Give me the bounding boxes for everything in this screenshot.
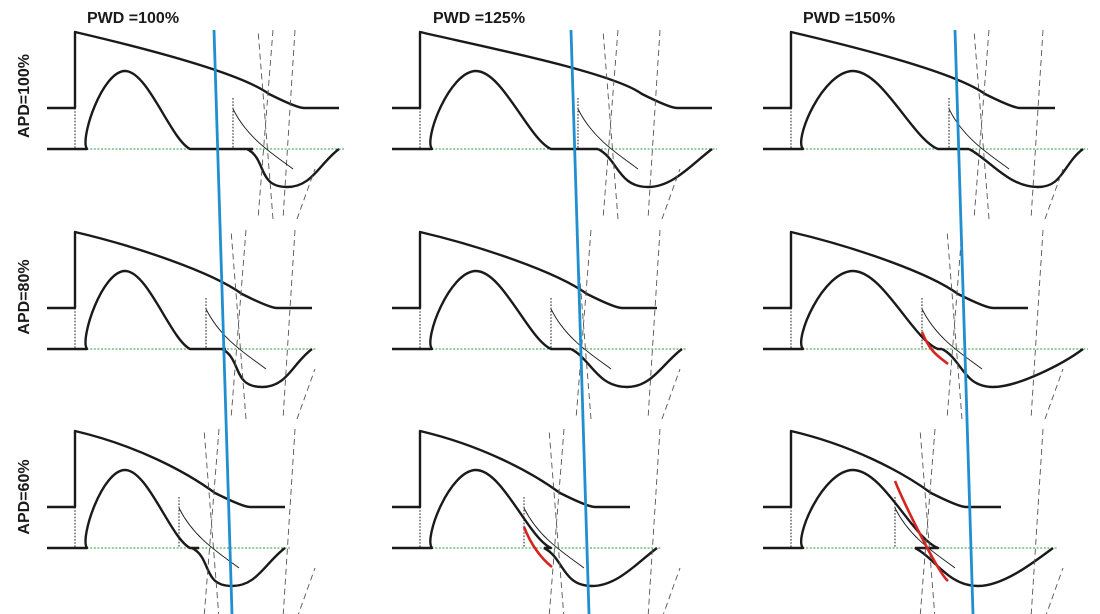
dashed-sweep-2 bbox=[647, 29, 681, 220]
ecg-trace bbox=[914, 546, 1054, 588]
ecg-trace bbox=[246, 147, 340, 189]
action-potential-trace bbox=[763, 230, 1028, 310]
dashed-sweep-2 bbox=[282, 428, 316, 614]
dashed-sweep-2 bbox=[282, 29, 316, 220]
column-label-pwd-150: PWD =150% bbox=[803, 10, 895, 27]
ecg-trace bbox=[221, 347, 313, 389]
action-potential-trace bbox=[763, 429, 1001, 509]
dashed-sweep-1 bbox=[919, 428, 936, 614]
timing-line-col-3 bbox=[953, 29, 975, 614]
timing-lines bbox=[212, 29, 975, 614]
panel-r1-c2 bbox=[392, 29, 717, 220]
dashed-sweep-2 bbox=[1030, 428, 1064, 614]
dashed-sweep-2 bbox=[647, 428, 681, 614]
action-potential-trace bbox=[47, 30, 339, 110]
highlight-segment bbox=[522, 526, 553, 569]
timing-line-col-1 bbox=[212, 29, 234, 614]
panel-grid bbox=[47, 29, 1088, 614]
panel-r2-c1 bbox=[47, 229, 317, 420]
ecg-trace bbox=[543, 546, 658, 588]
row-label-apd-100: APD=100% bbox=[16, 54, 33, 138]
thin-connector bbox=[948, 108, 1010, 170]
timing-line-col-2 bbox=[569, 29, 591, 614]
dashed-sweep-2 bbox=[282, 229, 316, 420]
panel-r1-c1 bbox=[47, 29, 344, 220]
calcium-transient-trace bbox=[47, 269, 226, 351]
calcium-transient-trace bbox=[47, 468, 199, 550]
row-label-apd-60: APD=60% bbox=[16, 459, 33, 534]
dashed-sweep-2 bbox=[1030, 229, 1064, 420]
action-potential-trace bbox=[47, 230, 312, 310]
action-potential-trace bbox=[47, 429, 285, 509]
column-label-pwd-125: PWD =125% bbox=[433, 10, 525, 27]
thin-connector bbox=[577, 108, 639, 170]
dashed-sweep-1 bbox=[257, 29, 274, 220]
calcium-transient-trace bbox=[392, 69, 598, 151]
calcium-transient-trace bbox=[392, 269, 571, 351]
calcium-transient-trace bbox=[763, 468, 940, 550]
ecg-trace bbox=[968, 147, 1084, 189]
thin-connector bbox=[523, 507, 585, 569]
panel-r3-c2 bbox=[392, 428, 681, 614]
ecg-trace bbox=[597, 147, 713, 189]
calcium-transient-trace bbox=[392, 468, 553, 550]
thin-connector bbox=[921, 308, 983, 370]
thin-connector bbox=[205, 308, 267, 370]
panel-r2-c3 bbox=[763, 229, 1088, 420]
action-potential-trace bbox=[392, 230, 657, 310]
action-potential-trace bbox=[763, 30, 1055, 110]
highlight-segment bbox=[893, 480, 949, 583]
thin-connector bbox=[894, 507, 956, 569]
dashed-sweep-1 bbox=[230, 229, 247, 420]
row-label-apd-80: APD=80% bbox=[16, 259, 33, 334]
panel-r2-c2 bbox=[392, 229, 687, 420]
calcium-transient-trace bbox=[47, 69, 253, 151]
calcium-transient-trace bbox=[763, 269, 942, 351]
dashed-sweep-1 bbox=[946, 229, 963, 420]
dashed-sweep-2 bbox=[647, 229, 681, 420]
panel-r3-c3 bbox=[763, 428, 1064, 614]
ecg-trace bbox=[191, 546, 286, 588]
dashed-sweep-1 bbox=[203, 428, 220, 614]
dashed-sweep-2 bbox=[1030, 29, 1064, 220]
action-potential-trace bbox=[392, 30, 712, 110]
ecg-trace bbox=[570, 347, 683, 389]
highlight-segment bbox=[920, 331, 949, 366]
calcium-transient-trace bbox=[763, 69, 969, 151]
dashed-sweep-1 bbox=[575, 229, 592, 420]
column-label-pwd-100: PWD =100% bbox=[87, 10, 179, 27]
thin-connector bbox=[178, 507, 240, 569]
panel-r3-c1 bbox=[47, 428, 316, 614]
dashed-sweep-1 bbox=[973, 29, 990, 220]
thin-connector bbox=[550, 308, 612, 370]
dashed-sweep-1 bbox=[602, 29, 619, 220]
action-potential-trace bbox=[392, 429, 630, 509]
dashed-sweep-1 bbox=[548, 428, 565, 614]
panel-r1-c3 bbox=[763, 29, 1088, 220]
thin-connector bbox=[232, 108, 294, 170]
